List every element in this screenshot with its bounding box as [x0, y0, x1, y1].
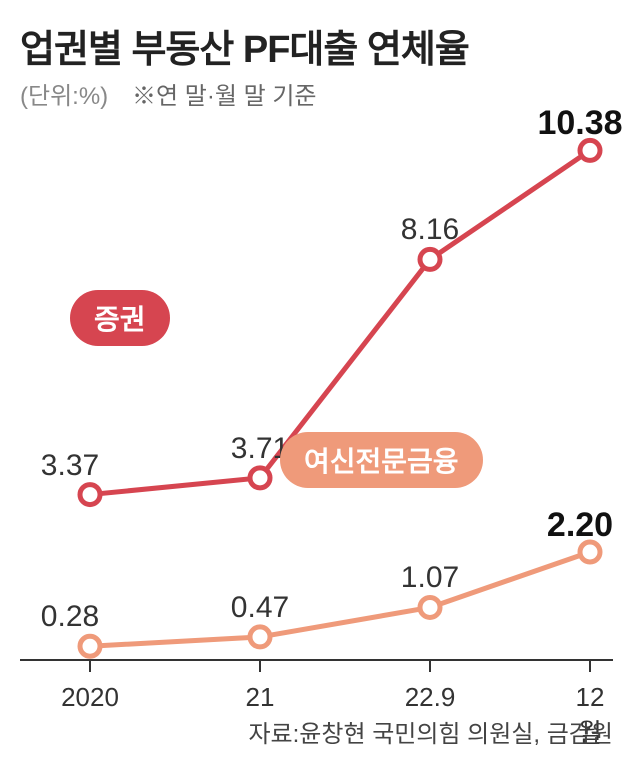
x-axis-label: 22.9 [405, 682, 456, 713]
chart-source: 자료:윤창현 국민의힘 의원실, 금감원 [248, 714, 613, 749]
value-label: 0.47 [231, 591, 289, 625]
value-label: 0.28 [41, 600, 99, 634]
legend-pill: 여신전문금융 [280, 432, 483, 488]
x-axis-label: 2020 [61, 682, 119, 713]
value-label: 8.16 [401, 213, 459, 247]
value-label: 10.38 [537, 104, 622, 143]
x-axis-label: 21 [246, 682, 275, 713]
value-label: 1.07 [401, 561, 459, 595]
value-label: 3.37 [41, 449, 99, 483]
legend-pill: 증권 [70, 290, 170, 346]
value-label: 2.20 [547, 506, 613, 545]
